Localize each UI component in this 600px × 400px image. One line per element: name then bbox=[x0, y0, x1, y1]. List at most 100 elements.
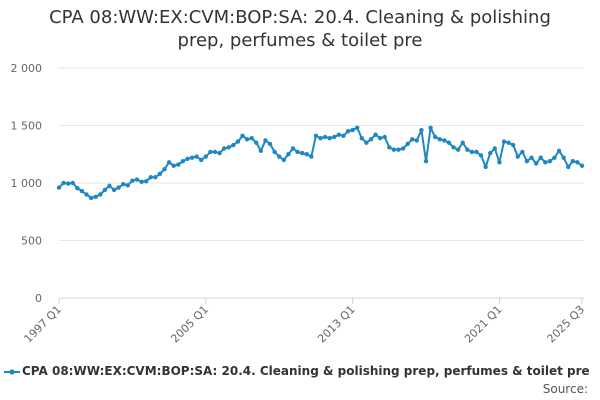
data-point[interactable]: 2003 Q4: 1190 bbox=[180, 158, 186, 164]
data-point[interactable]: 2020 Q2: 1140 bbox=[483, 164, 488, 170]
data-point[interactable]: 1999 Q1: 880 bbox=[93, 194, 98, 199]
data-point[interactable]: 2020 Q1: 1240 bbox=[478, 153, 484, 158]
data-point[interactable]: 2003 Q3: 1160 bbox=[176, 162, 181, 167]
data-point[interactable]: 2013 Q2: 1480 bbox=[355, 125, 360, 130]
data-point[interactable]: 2007 Q1: 1410 bbox=[240, 133, 245, 139]
data-point[interactable]: 2005 Q4: 1260 bbox=[217, 150, 222, 156]
data-point[interactable]: 2021 Q2: 1360 bbox=[501, 139, 507, 144]
data-point[interactable]: 2019 Q3: 1270 bbox=[469, 149, 475, 155]
data-point[interactable]: 2008 Q3: 1340 bbox=[267, 141, 273, 147]
data-point[interactable]: 2023 Q1: 1170 bbox=[533, 161, 539, 166]
data-point[interactable]: 2016 Q1: 1340 bbox=[405, 141, 410, 147]
data-point[interactable]: 2015 Q2: 1290 bbox=[391, 147, 397, 152]
data-point[interactable]: 2021 Q1: 1180 bbox=[497, 160, 502, 165]
data-point[interactable]: 2015 Q1: 1310 bbox=[387, 145, 392, 150]
data-point[interactable]: 2018 Q4: 1290 bbox=[455, 147, 461, 152]
data-point[interactable]: 2021 Q4: 1330 bbox=[510, 142, 516, 148]
data-point[interactable]: 2003 Q2: 1150 bbox=[171, 163, 176, 168]
data-point[interactable]: 2014 Q3: 1390 bbox=[377, 135, 383, 141]
data-point[interactable]: 1997 Q3: 995 bbox=[65, 181, 71, 186]
data-point[interactable]: 1998 Q1: 955 bbox=[75, 185, 80, 191]
data-point[interactable]: 2012 Q4: 1450 bbox=[345, 129, 351, 134]
data-point[interactable]: 2023 Q4: 1190 bbox=[547, 158, 553, 164]
data-point[interactable]: 2019 Q4: 1270 bbox=[474, 149, 479, 155]
data-point[interactable]: 2024 Q4: 1140 bbox=[566, 164, 571, 170]
data-point[interactable]: 2011 Q1: 1410 bbox=[313, 133, 319, 139]
data-point[interactable]: 2002 Q1: 1050 bbox=[148, 175, 153, 180]
data-point[interactable]: 1997 Q1: 960 bbox=[56, 185, 62, 190]
data-point[interactable]: 2024 Q2: 1280 bbox=[556, 148, 562, 153]
data-point[interactable]: 2013 Q3: 1390 bbox=[359, 135, 364, 141]
data-point[interactable]: 2004 Q3: 1230 bbox=[194, 154, 199, 159]
data-point[interactable]: 2010 Q1: 1270 bbox=[295, 149, 300, 155]
legend[interactable]: CPA 08:WW:EX:CVM:BOP:SA: 20.4. Cleaning … bbox=[0, 363, 600, 381]
data-point[interactable]: 2023 Q3: 1180 bbox=[543, 160, 548, 165]
data-point[interactable]: 2019 Q2: 1290 bbox=[465, 147, 470, 152]
data-point[interactable]: 2018 Q1: 1370 bbox=[442, 138, 447, 143]
data-point[interactable]: 2001 Q4: 1015 bbox=[143, 179, 149, 184]
data-point[interactable]: 2005 Q1: 1230 bbox=[203, 154, 209, 159]
data-point[interactable]: 2022 Q1: 1230 bbox=[515, 154, 520, 159]
data-point[interactable]: 2006 Q1: 1300 bbox=[221, 146, 227, 151]
data-point[interactable]: 2020 Q4: 1300 bbox=[492, 146, 498, 151]
data-point[interactable]: 2022 Q2: 1270 bbox=[520, 149, 525, 155]
data-point[interactable]: 2007 Q3: 1390 bbox=[249, 135, 254, 141]
data-point[interactable]: 2006 Q3: 1330 bbox=[231, 142, 236, 148]
data-point[interactable]: 2014 Q2: 1420 bbox=[373, 132, 378, 137]
data-point[interactable]: 2025 Q3: 1150 bbox=[579, 163, 585, 168]
data-point[interactable]: 2017 Q3: 1400 bbox=[432, 134, 438, 140]
data-point[interactable]: 2017 Q4: 1380 bbox=[437, 137, 442, 142]
data-point[interactable]: 2009 Q1: 1230 bbox=[277, 154, 282, 159]
data-point[interactable]: 2023 Q2: 1220 bbox=[538, 155, 543, 160]
data-point[interactable]: 2006 Q4: 1360 bbox=[235, 139, 241, 144]
data-point[interactable]: 2018 Q2: 1350 bbox=[446, 140, 452, 145]
data-point[interactable]: 2011 Q2: 1390 bbox=[318, 135, 323, 141]
data-point[interactable]: 2022 Q3: 1190 bbox=[524, 158, 530, 164]
data-point[interactable]: 2022 Q4: 1220 bbox=[529, 155, 534, 160]
data-point[interactable]: 2013 Q1: 1460 bbox=[350, 127, 355, 133]
data-point[interactable]: 2007 Q2: 1380 bbox=[244, 137, 250, 142]
data-point[interactable]: 2013 Q4: 1350 bbox=[364, 140, 369, 145]
data-point[interactable]: 2025 Q1: 1190 bbox=[570, 158, 576, 164]
data-point[interactable]: 2010 Q4: 1230 bbox=[309, 154, 314, 159]
data-point[interactable]: 2001 Q1: 1020 bbox=[130, 178, 135, 183]
data-point[interactable]: 2024 Q1: 1220 bbox=[552, 155, 557, 160]
data-point[interactable]: 2009 Q4: 1300 bbox=[290, 146, 296, 151]
data-point[interactable]: 1998 Q2: 930 bbox=[79, 188, 85, 194]
data-point[interactable]: 2005 Q3: 1270 bbox=[212, 149, 218, 155]
data-point[interactable]: 2016 Q3: 1370 bbox=[414, 138, 420, 143]
data-point[interactable]: 2017 Q1: 1190 bbox=[423, 158, 429, 164]
data-point[interactable]: 2002 Q2: 1050 bbox=[153, 175, 158, 180]
data-point[interactable]: 2018 Q3: 1310 bbox=[451, 145, 456, 150]
data-point[interactable]: 1999 Q3: 940 bbox=[102, 187, 108, 193]
data-point[interactable]: 2012 Q2: 1420 bbox=[336, 132, 342, 137]
data-point[interactable]: 2019 Q1: 1350 bbox=[460, 140, 465, 145]
data-point[interactable]: 2012 Q3: 1410 bbox=[341, 133, 346, 139]
data-point[interactable]: 2008 Q1: 1280 bbox=[258, 148, 264, 153]
data-point[interactable]: 2001 Q3: 1010 bbox=[139, 179, 144, 185]
data-point[interactable]: 2025 Q2: 1180 bbox=[575, 160, 580, 165]
data-point[interactable]: 2002 Q4: 1120 bbox=[162, 167, 167, 172]
data-point[interactable]: 2010 Q3: 1250 bbox=[304, 152, 309, 157]
data-point[interactable]: 1998 Q3: 900 bbox=[84, 192, 89, 197]
data-point[interactable]: 1999 Q2: 900 bbox=[98, 192, 103, 197]
data-point[interactable]: 2004 Q2: 1220 bbox=[189, 155, 195, 160]
data-point[interactable]: 2004 Q1: 1210 bbox=[185, 156, 190, 162]
data-point[interactable]: 2011 Q4: 1390 bbox=[327, 135, 332, 141]
data-point[interactable]: 2008 Q2: 1370 bbox=[263, 138, 268, 143]
data-point[interactable]: 2011 Q3: 1400 bbox=[322, 134, 328, 140]
data-point[interactable]: 2014 Q1: 1380 bbox=[368, 137, 374, 142]
data-point[interactable]: 2021 Q3: 1350 bbox=[506, 140, 511, 145]
data-point[interactable]: 2001 Q2: 1030 bbox=[134, 177, 140, 182]
data-point[interactable]: 2003 Q1: 1180 bbox=[166, 160, 172, 165]
data-point[interactable]: 2006 Q2: 1310 bbox=[226, 145, 231, 150]
data-point[interactable]: 2024 Q3: 1220 bbox=[561, 155, 566, 160]
